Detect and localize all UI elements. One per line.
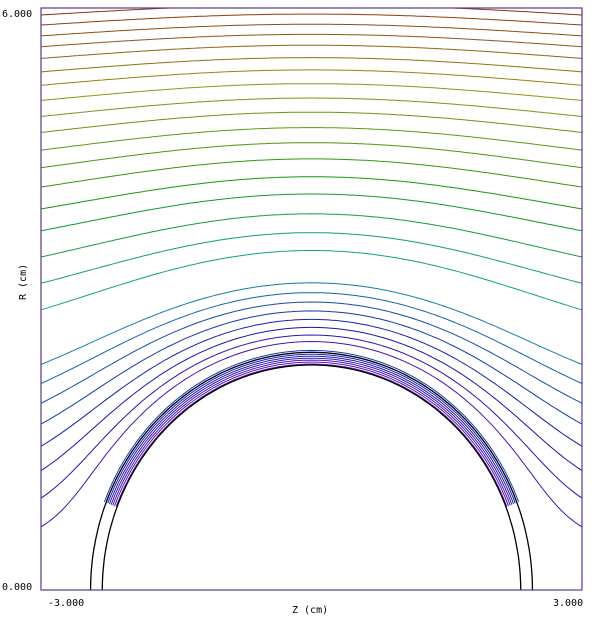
x-tick-label-right: 3.000 (553, 598, 583, 609)
contour-line (40, 213, 583, 258)
contour-line (40, 310, 583, 425)
shell-contour (114, 361, 509, 507)
contour-line (40, 326, 583, 472)
contour-line (40, 193, 583, 232)
contour-line (40, 334, 583, 499)
shell-contour (115, 363, 508, 507)
contour-line (40, 250, 583, 311)
sphere-outer-boundary (89, 351, 534, 590)
shell-contour (103, 349, 520, 502)
contour-line (40, 127, 583, 151)
contour-line (40, 57, 583, 73)
contour-line (40, 13, 583, 26)
x-tick-label-left: -3.000 (48, 598, 84, 609)
contour-line (40, 69, 583, 86)
contour-line (40, 176, 583, 210)
contour-line (40, 83, 583, 101)
shell-contour (112, 359, 511, 506)
contour-line (40, 318, 583, 447)
equipotential-lines (40, 7, 583, 528)
y-axis-label: R (cm) (18, 264, 29, 300)
contour-line (40, 292, 583, 384)
contour-line (40, 158, 583, 188)
shell-contour (109, 355, 514, 505)
sphere-inner-boundary (101, 364, 522, 590)
contour-line (40, 23, 583, 37)
contour-line (40, 33, 583, 48)
contour-line (40, 301, 583, 404)
sphere-electrode (89, 349, 534, 590)
contour-line (40, 142, 583, 169)
contour-line (40, 111, 583, 133)
plot-frame (40, 7, 583, 591)
y-tick-label-bottom: 0.000 (2, 582, 32, 593)
y-tick-label-top: 6.000 (2, 9, 32, 20)
x-axis-label: Z (cm) (292, 605, 328, 616)
contour-line (40, 282, 583, 365)
shell-contour (110, 357, 513, 505)
contour-line (40, 97, 583, 117)
contour-line (40, 44, 583, 59)
contour-line (40, 232, 583, 284)
shell-contour (107, 353, 516, 504)
contour-line (40, 340, 583, 528)
